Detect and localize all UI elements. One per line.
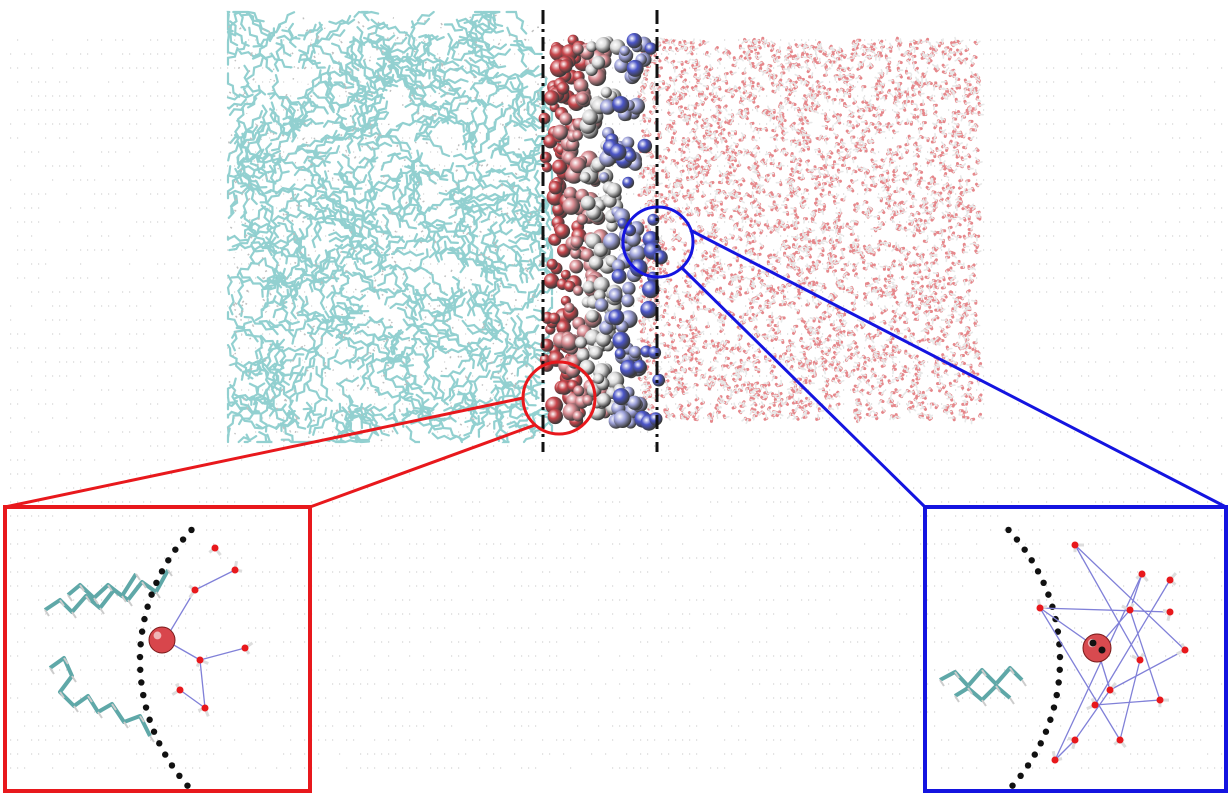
hydrogen-bond	[1039, 607, 1121, 741]
hydrogen-bond	[199, 659, 206, 709]
water-molecule	[1071, 541, 1079, 549]
hydrogen-bond	[1119, 659, 1141, 741]
hydrogen-bond	[199, 647, 246, 661]
zoom-callouts	[3, 205, 1228, 793]
water-molecule	[1136, 656, 1144, 664]
water-molecule	[196, 656, 204, 664]
water-molecule	[1138, 570, 1146, 578]
hydrocarbon-phase	[226, 10, 554, 444]
water-molecule	[1106, 686, 1114, 694]
interfacial-water-highlight	[1082, 633, 1112, 663]
hydrogen-bond	[1109, 649, 1186, 691]
water-hydrogens	[636, 36, 985, 425]
alkane-chain	[939, 666, 1024, 688]
alkane-chain	[48, 656, 152, 737]
dot-grid	[10, 39, 1223, 769]
interfacial-layer	[538, 33, 668, 431]
water-molecule	[241, 644, 249, 652]
water-molecule	[176, 686, 184, 694]
hydrogen-bond	[1129, 609, 1161, 701]
red-connector-right	[309, 423, 536, 509]
hydrogen-bond	[1039, 607, 1171, 613]
water-molecule	[1071, 736, 1079, 744]
hydrogen-bond	[179, 689, 206, 709]
water-molecule	[1091, 701, 1099, 709]
hydrogen-bond	[1074, 544, 1141, 661]
hydrogen-bond	[1074, 544, 1186, 651]
hydrogen-bond	[1074, 689, 1111, 741]
red-inset-panel	[43, 526, 254, 789]
water-molecule	[1116, 736, 1124, 744]
water-phase	[636, 36, 985, 425]
red-inset-frame	[3, 505, 312, 793]
hydrocarbon-chains	[226, 10, 554, 444]
water-molecule	[1126, 606, 1134, 614]
water-molecule	[1156, 696, 1164, 704]
water-molecule	[1166, 576, 1174, 584]
blue-inset-frame	[923, 505, 1228, 793]
blue-zoom-circle	[621, 205, 695, 279]
hydrogen-bond	[194, 569, 236, 591]
hydrogen-bond	[1054, 573, 1143, 761]
interface-sublayer-4	[602, 33, 668, 431]
blue-connector-right	[689, 228, 1227, 509]
interfacial-water-highlight	[148, 626, 176, 654]
alkane-chain	[43, 569, 170, 614]
hydrogen-bond	[1054, 739, 1076, 761]
interface-boundary-lines	[541, 10, 659, 452]
dividing-surface-arc	[1005, 526, 1012, 534]
hydrogen-atoms	[227, 14, 550, 442]
background-dot-grid	[10, 39, 1223, 769]
water-molecule	[1181, 646, 1189, 654]
alkane-chain	[66, 572, 138, 600]
water-molecule	[1051, 756, 1059, 764]
water-molecule	[211, 544, 219, 552]
blue-connector-left	[680, 266, 927, 509]
water-molecule	[1166, 608, 1174, 616]
blue-inset-panel	[939, 526, 1189, 789]
hydrogen-bond	[1094, 699, 1161, 706]
alkane-chain	[953, 684, 1012, 702]
hydrogen-bond	[1094, 579, 1171, 706]
water-molecule	[191, 586, 199, 594]
water-oxygens	[637, 36, 983, 423]
water-molecule	[1036, 604, 1044, 612]
red-connector-left	[4, 396, 524, 509]
dividing-surface-arc	[184, 782, 191, 789]
water-molecule	[231, 566, 239, 574]
water-molecule	[201, 704, 209, 712]
